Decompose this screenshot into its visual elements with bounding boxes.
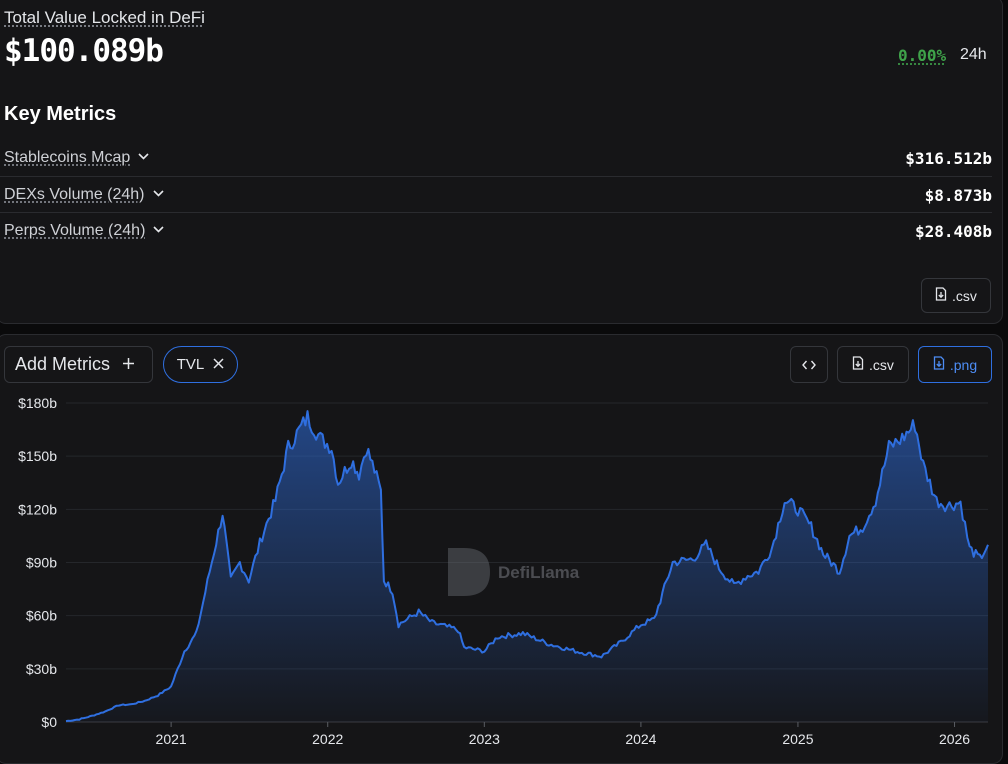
metric-value: $316.512b xyxy=(905,149,992,168)
chart-png-download-button[interactable]: .png xyxy=(918,346,992,383)
chevron-down-icon[interactable] xyxy=(153,224,164,236)
download-icon xyxy=(933,356,945,373)
metrics-csv-download-button[interactable]: .csv xyxy=(921,278,991,313)
tvl-pill-label: TVL xyxy=(176,356,205,373)
tvl-value: $100.089b xyxy=(4,33,164,69)
download-icon xyxy=(852,356,864,373)
metric-label: Perps Volume (24h) xyxy=(4,222,146,239)
overview-panel xyxy=(0,0,1003,324)
metric-value: $28.408b xyxy=(914,222,992,241)
chart-panel xyxy=(0,334,1003,764)
metric-row-dexs-volume[interactable]: DEXs Volume (24h) $8.873b xyxy=(0,176,992,212)
metric-row-perps-volume[interactable]: Perps Volume (24h) $28.408b xyxy=(0,212,992,248)
chevron-down-icon[interactable] xyxy=(138,151,149,163)
key-metrics-title: Key Metrics xyxy=(4,103,117,125)
tvl-change-period: 24h xyxy=(960,46,987,63)
metric-name-perps-volume[interactable]: Perps Volume (24h) xyxy=(4,222,164,240)
chevron-down-icon[interactable] xyxy=(152,188,164,200)
metric-label: DEXs Volume (24h) xyxy=(4,186,145,203)
add-metrics-label: Add Metrics xyxy=(15,354,111,374)
metric-row-stablecoins[interactable]: Stablecoins Mcap $316.512b xyxy=(0,140,992,176)
chart-csv-download-button[interactable]: .csv xyxy=(837,346,909,383)
plus-icon xyxy=(122,353,135,376)
png-label: .png xyxy=(949,356,978,373)
close-icon[interactable] xyxy=(213,356,224,373)
add-metrics-button[interactable]: Add Metrics xyxy=(4,346,153,383)
embed-button[interactable] xyxy=(790,346,828,383)
tvl-label[interactable]: Total Value Locked in DeFi xyxy=(4,8,205,27)
tvl-metric-pill[interactable]: TVL xyxy=(163,346,238,383)
metric-label: Stablecoins Mcap xyxy=(4,149,131,166)
csv-label: .csv xyxy=(952,287,977,304)
download-icon xyxy=(935,287,947,304)
metric-value: $8.873b xyxy=(924,186,992,205)
metric-name-stablecoins[interactable]: Stablecoins Mcap xyxy=(4,149,149,167)
code-icon xyxy=(802,357,816,373)
metric-name-dexs-volume[interactable]: DEXs Volume (24h) xyxy=(4,186,164,204)
tvl-change-percent[interactable]: 0.00% xyxy=(898,46,947,65)
csv-label: .csv xyxy=(869,356,894,373)
